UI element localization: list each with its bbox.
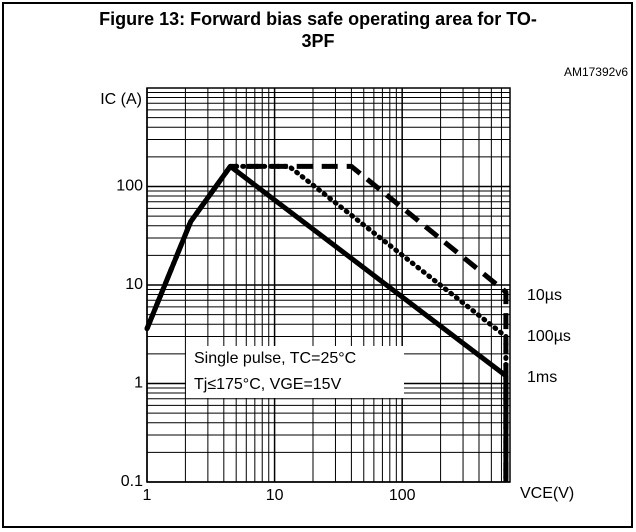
grid — [146, 87, 511, 483]
legend-label: 100µs — [527, 328, 571, 345]
legend-label: 10µs — [527, 287, 562, 304]
y-tick-label: 1 — [134, 375, 143, 392]
x-axis-label: VCE(V) — [520, 485, 574, 502]
plot-border — [146, 87, 511, 483]
figure-code: AM17392v6 — [564, 65, 628, 79]
chart-title: Figure 13: Forward bias safe operating a… — [99, 9, 537, 51]
series-line — [144, 163, 509, 482]
x-tick-label: 1 — [143, 487, 152, 504]
y-tick-label: 100 — [116, 178, 143, 195]
legend-label: 1ms — [527, 369, 557, 386]
x-tick-label: 10 — [266, 487, 284, 504]
annotation-box — [186, 346, 404, 398]
y-tick-label: 0.1 — [121, 473, 143, 490]
y-axis-label: IC (A) — [100, 91, 142, 108]
x-tick-label: 100 — [389, 487, 416, 504]
series-line — [144, 163, 509, 482]
lines — [144, 163, 509, 485]
annotation: Tj≤175°C, VGE=15V — [194, 376, 342, 393]
annotation: Single pulse, TC=25°C — [194, 350, 356, 367]
y-tick-label: 10 — [125, 276, 143, 293]
